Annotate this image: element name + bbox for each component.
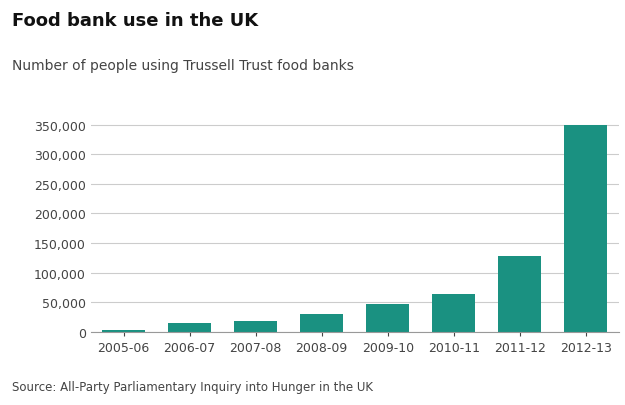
Bar	[432, 294, 475, 332]
Bar	[168, 324, 211, 332]
Bar	[234, 322, 277, 332]
Bar	[102, 330, 145, 332]
Text: Number of people using Trussell Trust food banks: Number of people using Trussell Trust fo…	[12, 59, 354, 72]
Text: Food bank use in the UK: Food bank use in the UK	[12, 12, 259, 30]
Bar	[300, 314, 343, 332]
Bar	[498, 256, 541, 332]
Bar	[564, 125, 608, 332]
Text: Source: All-Party Parliamentary Inquiry into Hunger in the UK: Source: All-Party Parliamentary Inquiry …	[12, 380, 374, 393]
Bar	[366, 305, 409, 332]
